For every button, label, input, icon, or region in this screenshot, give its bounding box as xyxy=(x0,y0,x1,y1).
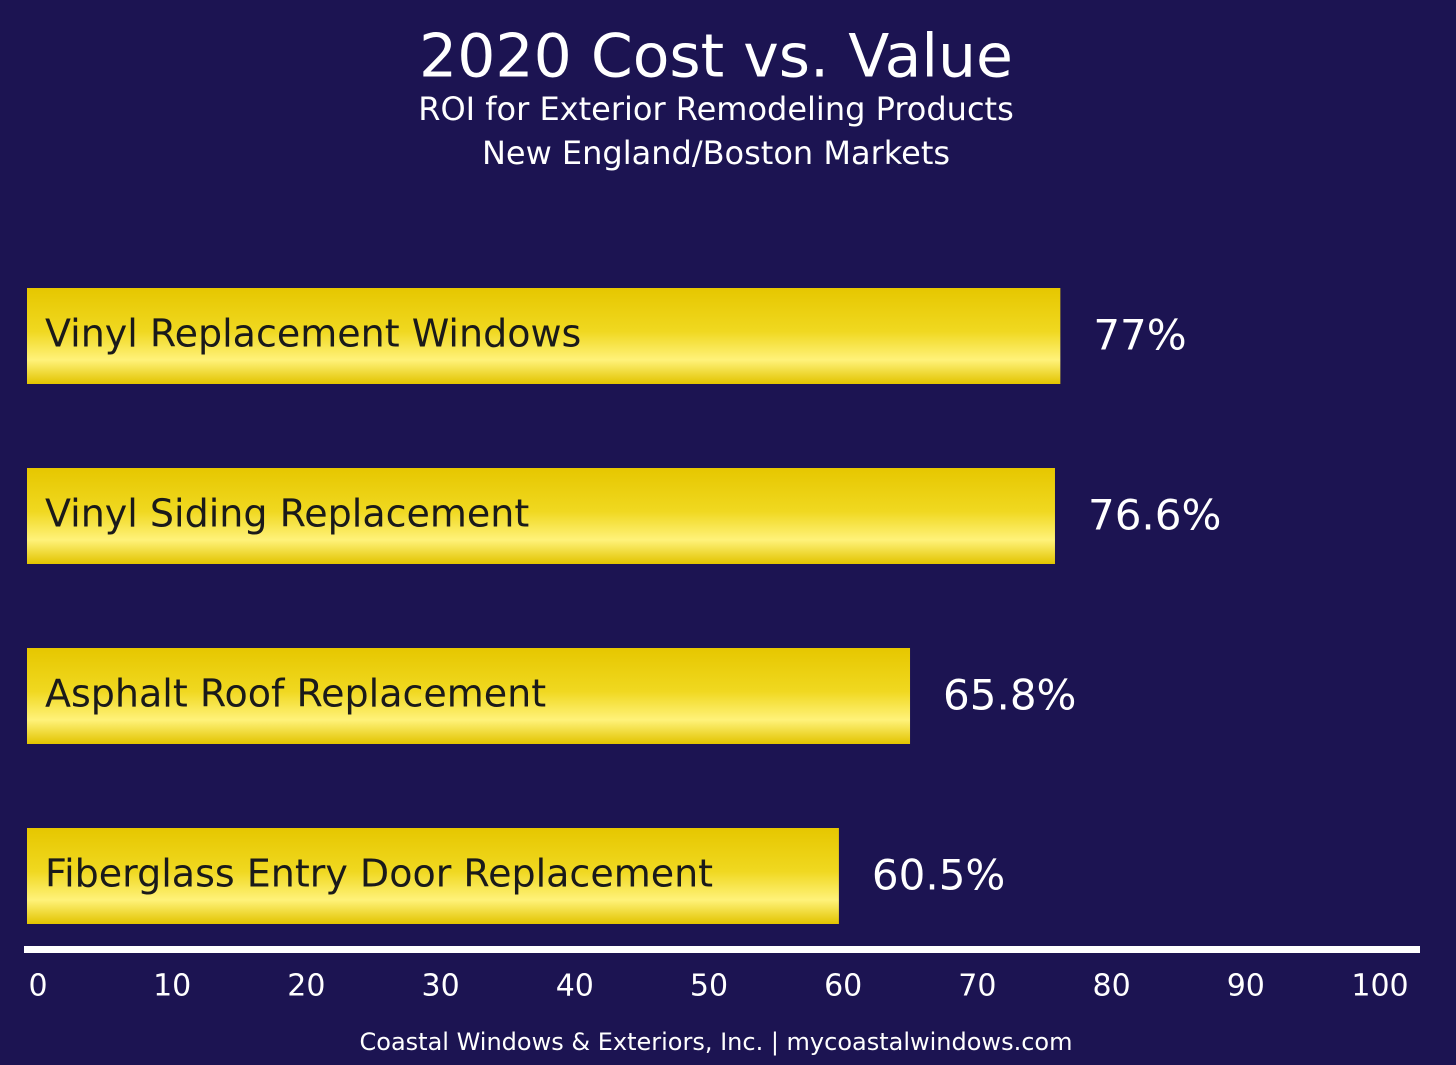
category-label: Vinyl Siding Replacement xyxy=(45,492,529,536)
x-tick-label: 70 xyxy=(958,969,996,1004)
bar xyxy=(27,828,839,924)
source-note: Coastal Windows & Exteriors, Inc. | myco… xyxy=(360,1028,1073,1056)
x-tick-label: 40 xyxy=(556,969,594,1004)
chart-title: 2020 Cost vs. Value xyxy=(419,22,1013,92)
x-tick-label: 50 xyxy=(690,969,728,1004)
x-tick-label: 0 xyxy=(28,969,47,1004)
category-label: Fiberglass Entry Door Replacement xyxy=(45,852,713,896)
x-tick-label: 80 xyxy=(1093,969,1131,1004)
bar xyxy=(27,288,1061,384)
category-label: Vinyl Replacement Windows xyxy=(45,312,581,356)
x-tick-label: 30 xyxy=(422,969,460,1004)
bar xyxy=(27,468,1055,564)
x-axis-line xyxy=(24,946,1420,953)
x-tick-label: 60 xyxy=(824,969,862,1004)
value-label: 65.8% xyxy=(943,671,1076,720)
x-tick-label: 90 xyxy=(1227,969,1265,1004)
category-label: Asphalt Roof Replacement xyxy=(45,672,546,716)
value-label: 60.5% xyxy=(872,851,1005,900)
x-tick-label: 10 xyxy=(153,969,191,1004)
value-label: 76.6% xyxy=(1088,491,1221,540)
x-tick-label: 100 xyxy=(1351,969,1408,1004)
chart-subtitle: ROI for Exterior Remodeling Products xyxy=(418,90,1014,128)
x-tick-label: 20 xyxy=(287,969,325,1004)
chart-subtitle: New England/Boston Markets xyxy=(482,134,950,172)
bar xyxy=(27,648,911,744)
value-label: 77% xyxy=(1093,311,1186,360)
